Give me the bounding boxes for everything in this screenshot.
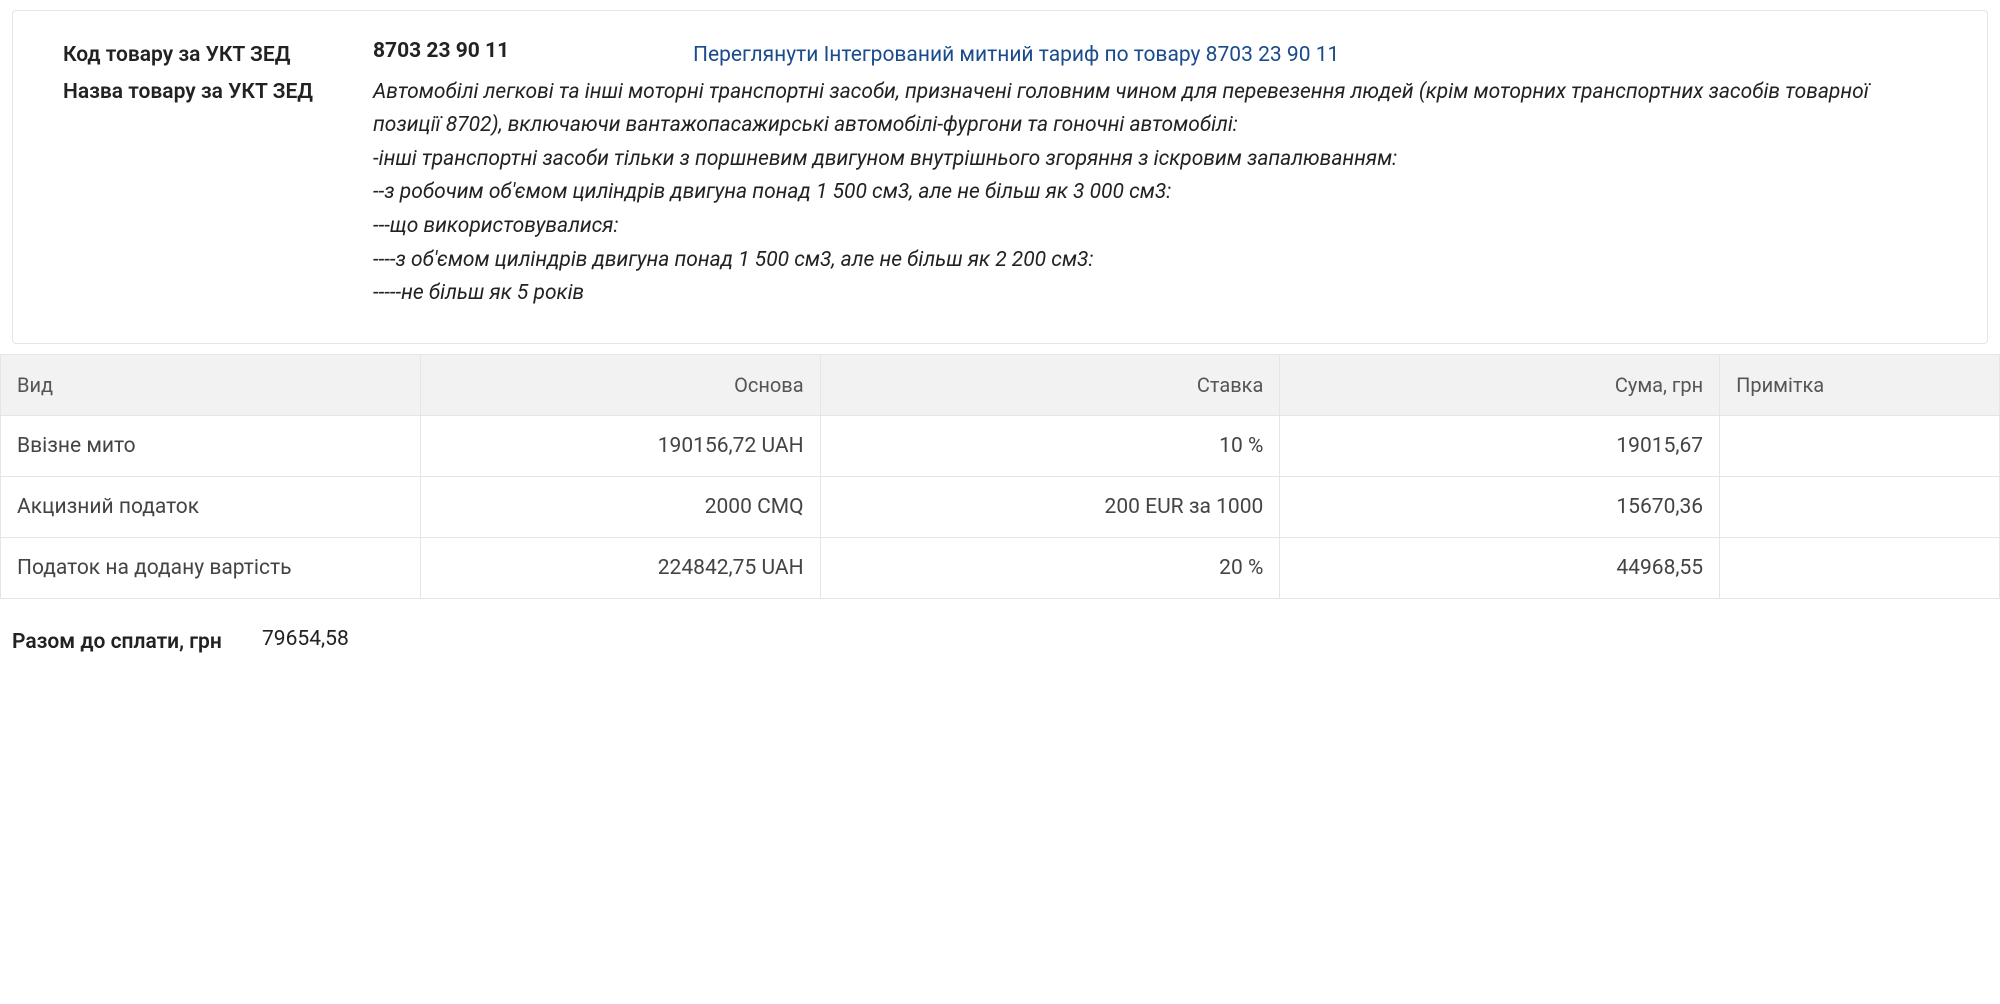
name-row: Назва товару за УКТ ЗЕД Автомобілі легко… <box>63 76 1937 311</box>
table-row: Акцизний податок 2000 CMQ 200 EUR за 100… <box>1 476 2000 537</box>
code-label: Код товару за УКТ ЗЕД <box>63 39 373 72</box>
total-row: Разом до сплати, грн 79654,58 <box>0 599 2000 679</box>
cell-note <box>1720 415 2000 476</box>
table-header-row: Вид Основа Ставка Сума, грн Примітка <box>1 354 2000 415</box>
cell-type: Податок на додану вартість <box>1 537 421 598</box>
desc-line: --з робочим об'ємом циліндрів двигуна по… <box>373 176 1937 210</box>
cell-base: 190156,72 UAH <box>420 415 820 476</box>
customs-calculation-container: Код товару за УКТ ЗЕД 8703 23 90 11 Пере… <box>0 10 2000 678</box>
header-note: Примітка <box>1720 354 2000 415</box>
desc-line: -----не більш як 5 років <box>373 277 1937 311</box>
code-row: Код товару за УКТ ЗЕД 8703 23 90 11 Пере… <box>63 39 1937 72</box>
cell-rate: 20 % <box>820 537 1280 598</box>
header-sum: Сума, грн <box>1280 354 1720 415</box>
tariff-link[interactable]: Переглянути Інтегрований митний тариф по… <box>693 39 1339 72</box>
table-row: Ввізне мито 190156,72 UAH 10 % 19015,67 <box>1 415 2000 476</box>
cell-type: Акцизний податок <box>1 476 421 537</box>
total-value: 79654,58 <box>262 627 349 659</box>
code-value-area: 8703 23 90 11 Переглянути Інтегрований м… <box>373 39 1937 72</box>
table-row: Податок на додану вартість 224842,75 UAH… <box>1 537 2000 598</box>
cell-base: 2000 CMQ <box>420 476 820 537</box>
total-label: Разом до сплати, грн <box>12 627 262 659</box>
desc-line: -інші транспортні засоби тільки з поршне… <box>373 143 1937 177</box>
cell-type: Ввізне мито <box>1 415 421 476</box>
header-base: Основа <box>420 354 820 415</box>
header-rate: Ставка <box>820 354 1280 415</box>
cell-rate: 10 % <box>820 415 1280 476</box>
taxes-table: Вид Основа Ставка Сума, грн Примітка Вві… <box>0 354 2000 599</box>
product-info-panel: Код товару за УКТ ЗЕД 8703 23 90 11 Пере… <box>12 10 1988 344</box>
product-description: Автомобілі легкові та інші моторні транс… <box>373 76 1937 311</box>
product-code: 8703 23 90 11 <box>373 39 693 63</box>
desc-line: Автомобілі легкові та інші моторні транс… <box>373 76 1937 143</box>
name-label: Назва товару за УКТ ЗЕД <box>63 76 373 109</box>
desc-line: ----з об'ємом циліндрів двигуна понад 1 … <box>373 244 1937 278</box>
cell-base: 224842,75 UAH <box>420 537 820 598</box>
header-type: Вид <box>1 354 421 415</box>
cell-sum: 19015,67 <box>1280 415 1720 476</box>
cell-rate: 200 EUR за 1000 <box>820 476 1280 537</box>
cell-sum: 44968,55 <box>1280 537 1720 598</box>
cell-note <box>1720 476 2000 537</box>
cell-sum: 15670,36 <box>1280 476 1720 537</box>
desc-line: ---що використовувалися: <box>373 210 1937 244</box>
cell-note <box>1720 537 2000 598</box>
